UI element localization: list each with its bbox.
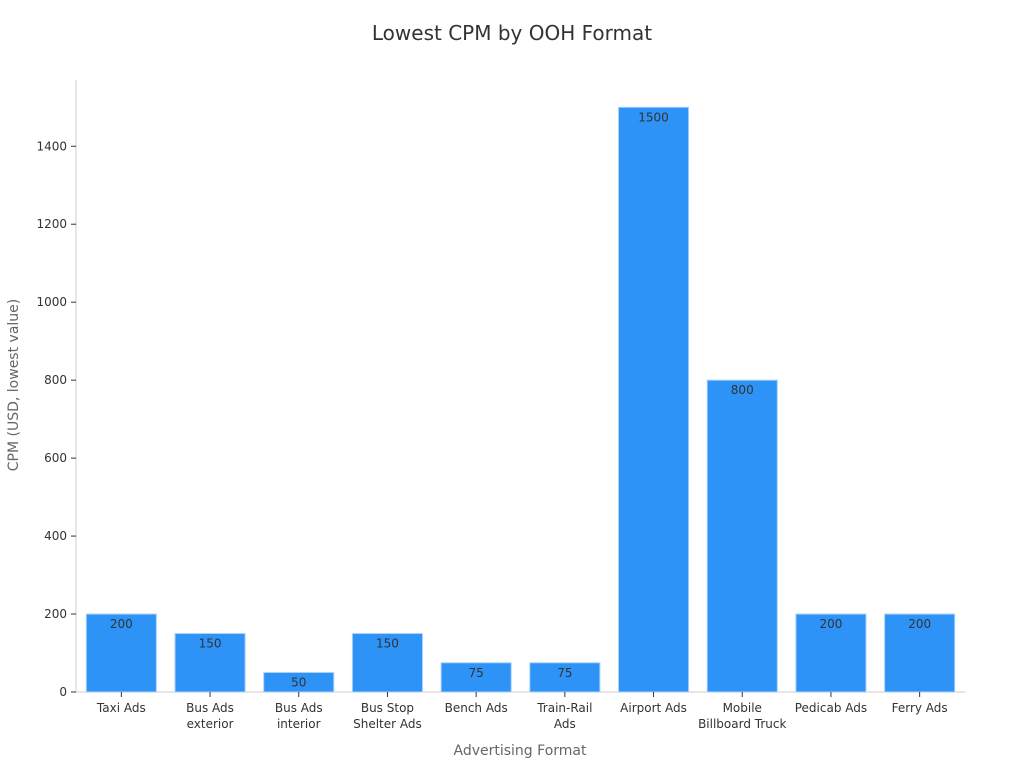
x-axis: Taxi Ads Bus Ads exterior Bus Ads interior Bu… (96, 692, 948, 731)
bar-value-label: 75 (557, 666, 572, 680)
bar (351, 633, 423, 693)
bar-value-label: 200 (110, 617, 133, 631)
y-tick-label: 600 (44, 451, 67, 465)
bar-value-label: 1500 (638, 110, 669, 124)
x-axis-title: Advertising Format (454, 743, 587, 759)
bar-value-label: 200 (819, 617, 842, 631)
bar-value-label: 150 (199, 637, 222, 651)
x-tick-label: Train-Rail Ads (536, 701, 592, 731)
bar (174, 633, 246, 693)
y-tick-label: 200 (44, 607, 67, 621)
y-tick-label: 800 (44, 373, 67, 387)
x-tick-label: Bus Ads interior (275, 701, 323, 731)
y-tick-label: 1000 (36, 295, 67, 309)
bar-value-label: 800 (731, 383, 754, 397)
bars: 200 150 50 150 75 75 1500 800 200 200 (85, 106, 956, 693)
bar (85, 613, 157, 693)
bar-value-label: 50 (291, 676, 306, 690)
y-tick-label: 400 (44, 529, 67, 543)
x-tick-label: Ferry Ads (892, 701, 948, 715)
y-axis: 0 200 400 600 800 1000 1200 1400 (36, 139, 76, 699)
bar (618, 106, 690, 693)
y-axis-title: CPM (USD, lowest value) (6, 299, 22, 471)
x-tick-label: Pedicab Ads (795, 701, 867, 715)
bar (706, 379, 778, 693)
bar-value-label: 75 (469, 666, 484, 680)
x-tick-label: Airport Ads (620, 701, 687, 715)
bar-value-label: 150 (376, 637, 399, 651)
y-tick-label: 0 (59, 685, 67, 699)
x-tick-label: Bench Ads (445, 701, 508, 715)
y-tick-label: 1200 (36, 217, 67, 231)
x-tick-label: Bus Stop Shelter Ads (353, 701, 422, 731)
chart-title: Lowest CPM by OOH Format (372, 21, 652, 45)
x-tick-label: Taxi Ads (96, 701, 146, 715)
x-tick-label: Mobile Billboard Truck (698, 701, 786, 731)
bar (529, 662, 601, 693)
x-tick-label: Bus Ads exterior (186, 701, 234, 731)
bar (884, 613, 956, 693)
y-tick-label: 1400 (36, 139, 67, 153)
bar-value-label: 200 (908, 617, 931, 631)
